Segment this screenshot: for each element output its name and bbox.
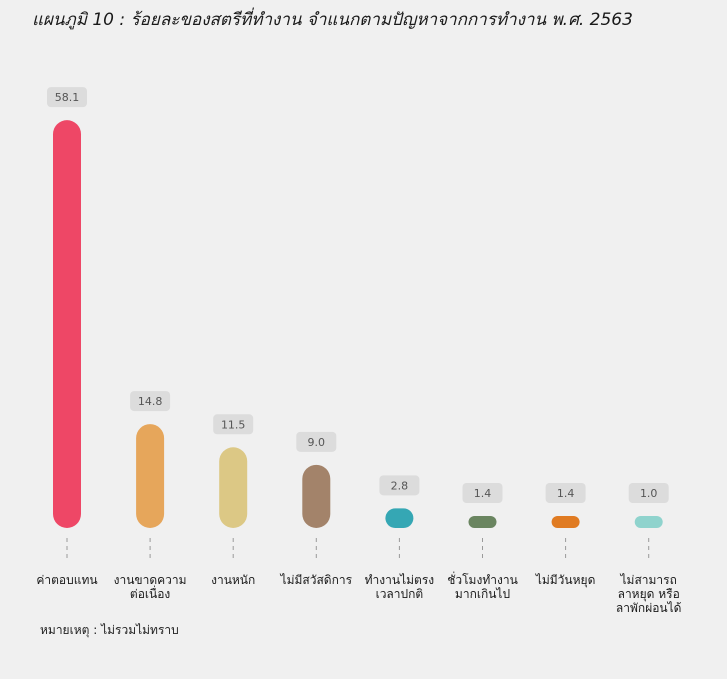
category-label-3: ไม่มีสวัสดิการ <box>280 573 353 587</box>
bar-0 <box>53 120 81 528</box>
category-label-2: งานหนัก <box>211 573 255 587</box>
category-label-7-1: ลาหยุด หรือ <box>618 587 680 602</box>
category-label-1-1: ต่อเนื่อง <box>130 585 170 601</box>
bar-1 <box>136 424 165 528</box>
value-badge-6 <box>545 483 586 503</box>
category-label-7-2: ลาพักผ่อนได้ <box>616 601 682 615</box>
bar-7 <box>634 516 663 528</box>
value-badge-7 <box>628 483 669 503</box>
category-label-5-1: มากเกินไป <box>455 587 510 601</box>
category-label-5-0: ชั่วโมงทำงาน <box>447 571 518 587</box>
bar-6 <box>551 516 580 528</box>
chart-title: แผนภูมิ 10 : ร้อยละของสตรีที่ทำงาน จำแนก… <box>32 10 633 30</box>
bar-5 <box>468 516 497 528</box>
category-label-4-1: เวลาปกติ <box>376 587 424 601</box>
value-badge-3 <box>296 431 337 452</box>
category-label-4-0: ทำงานไม่ตรง <box>365 573 435 587</box>
data-label-3: 9.0 <box>308 436 326 449</box>
category-label-6: ไม่มีวันหยุด <box>535 573 596 588</box>
value-badge-0 <box>47 87 87 108</box>
data-label-4: 2.8 <box>391 479 409 492</box>
value-badge-4 <box>379 475 420 496</box>
footnote: หมายเหตุ : ไม่รวมไม่ทราบ <box>40 623 179 637</box>
data-label-0: 58.1 <box>55 91 80 104</box>
value-badge-5 <box>462 483 503 503</box>
data-label-1: 14.8 <box>138 395 163 408</box>
category-label-1-0: งานขาดความ <box>114 573 187 587</box>
data-label-7: 1.0 <box>640 487 658 500</box>
data-label-2: 11.5 <box>221 418 246 431</box>
data-label-6: 1.4 <box>557 487 575 500</box>
category-label-0: ค่าตอบแทน <box>36 573 97 587</box>
bar-2 <box>219 447 248 528</box>
category-label-7-0: ไม่สามารถ <box>620 573 677 587</box>
bar-3 <box>302 464 331 528</box>
bar-4 <box>385 508 414 528</box>
value-badge-2 <box>213 414 254 435</box>
data-label-5: 1.4 <box>474 487 492 500</box>
value-badge-1 <box>130 391 171 412</box>
